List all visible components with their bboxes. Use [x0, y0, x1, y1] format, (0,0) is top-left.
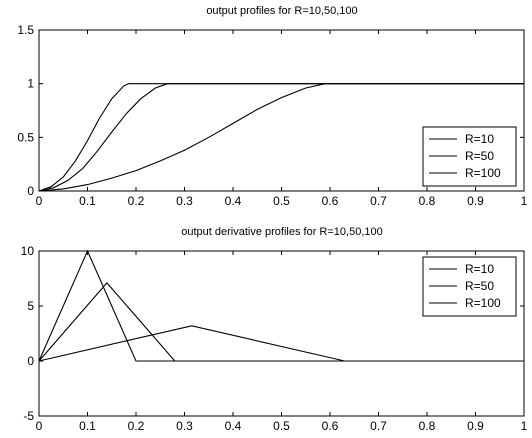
x-tick-label: 0.2 [128, 194, 145, 208]
y-tick-label: 0.5 [17, 130, 34, 144]
legend-label: R=50 [465, 149, 494, 163]
x-tick-label: 1 [521, 194, 528, 208]
series-line-r50 [38, 83, 524, 192]
chart-title: output derivative profiles for R=10,50,1… [181, 226, 383, 238]
y-tick-label: 5 [27, 299, 34, 313]
legend-label: R=100 [465, 166, 501, 180]
y-tick-label: 1 [27, 77, 34, 91]
y-tick-label: -5 [23, 409, 34, 423]
x-tick-label: 0.1 [79, 194, 96, 208]
x-tick-label: 0.7 [370, 419, 387, 433]
y-tick-label: 0 [27, 184, 34, 198]
x-tick-label: 0.8 [419, 194, 436, 208]
legend: R=10 R=50 R=100 [422, 256, 517, 317]
chart-title: output profiles for R=10,50,100 [206, 5, 357, 17]
x-tick-label: 0.5 [273, 419, 290, 433]
x-tick-label: 0.6 [322, 419, 339, 433]
x-tick-label: 0.8 [419, 419, 436, 433]
x-tick-label: 0 [36, 419, 43, 433]
x-tick-label: 0.1 [79, 419, 96, 433]
x-tick-label: 0.4 [225, 419, 242, 433]
x-tick-label: 0.6 [322, 194, 339, 208]
y-tick-label: 10 [21, 244, 35, 258]
chart-1: output profiles for R=10,50,100 0 0.1 0.2 0.… [17, 5, 527, 208]
x-tick-label: 0.4 [225, 194, 242, 208]
x-tick-label: 0 [36, 194, 43, 208]
y-tick-label: 1.5 [17, 23, 34, 37]
x-tick-label: 1 [521, 419, 528, 433]
x-tick-label: 0.5 [273, 194, 290, 208]
x-tick-label: 0.7 [370, 194, 387, 208]
legend: R=10 R=50 R=100 [422, 126, 517, 187]
chart-2: output derivative profiles for R=10,50,1… [21, 226, 528, 433]
series-line-r100 [38, 325, 524, 362]
legend-label: R=50 [465, 279, 494, 293]
x-tick-label: 0.3 [176, 194, 193, 208]
legend-label: R=100 [465, 296, 501, 310]
legend-label: R=10 [465, 132, 494, 146]
x-tick-label: 0.9 [467, 194, 484, 208]
legend-label: R=10 [465, 262, 494, 276]
x-tick-label: 0.9 [467, 419, 484, 433]
x-tick-label: 0.3 [176, 419, 193, 433]
x-tick-label: 0.2 [128, 419, 145, 433]
series-line-r100 [38, 83, 524, 192]
series-line-r10 [38, 83, 524, 192]
y-tick-label: 0 [27, 354, 34, 368]
